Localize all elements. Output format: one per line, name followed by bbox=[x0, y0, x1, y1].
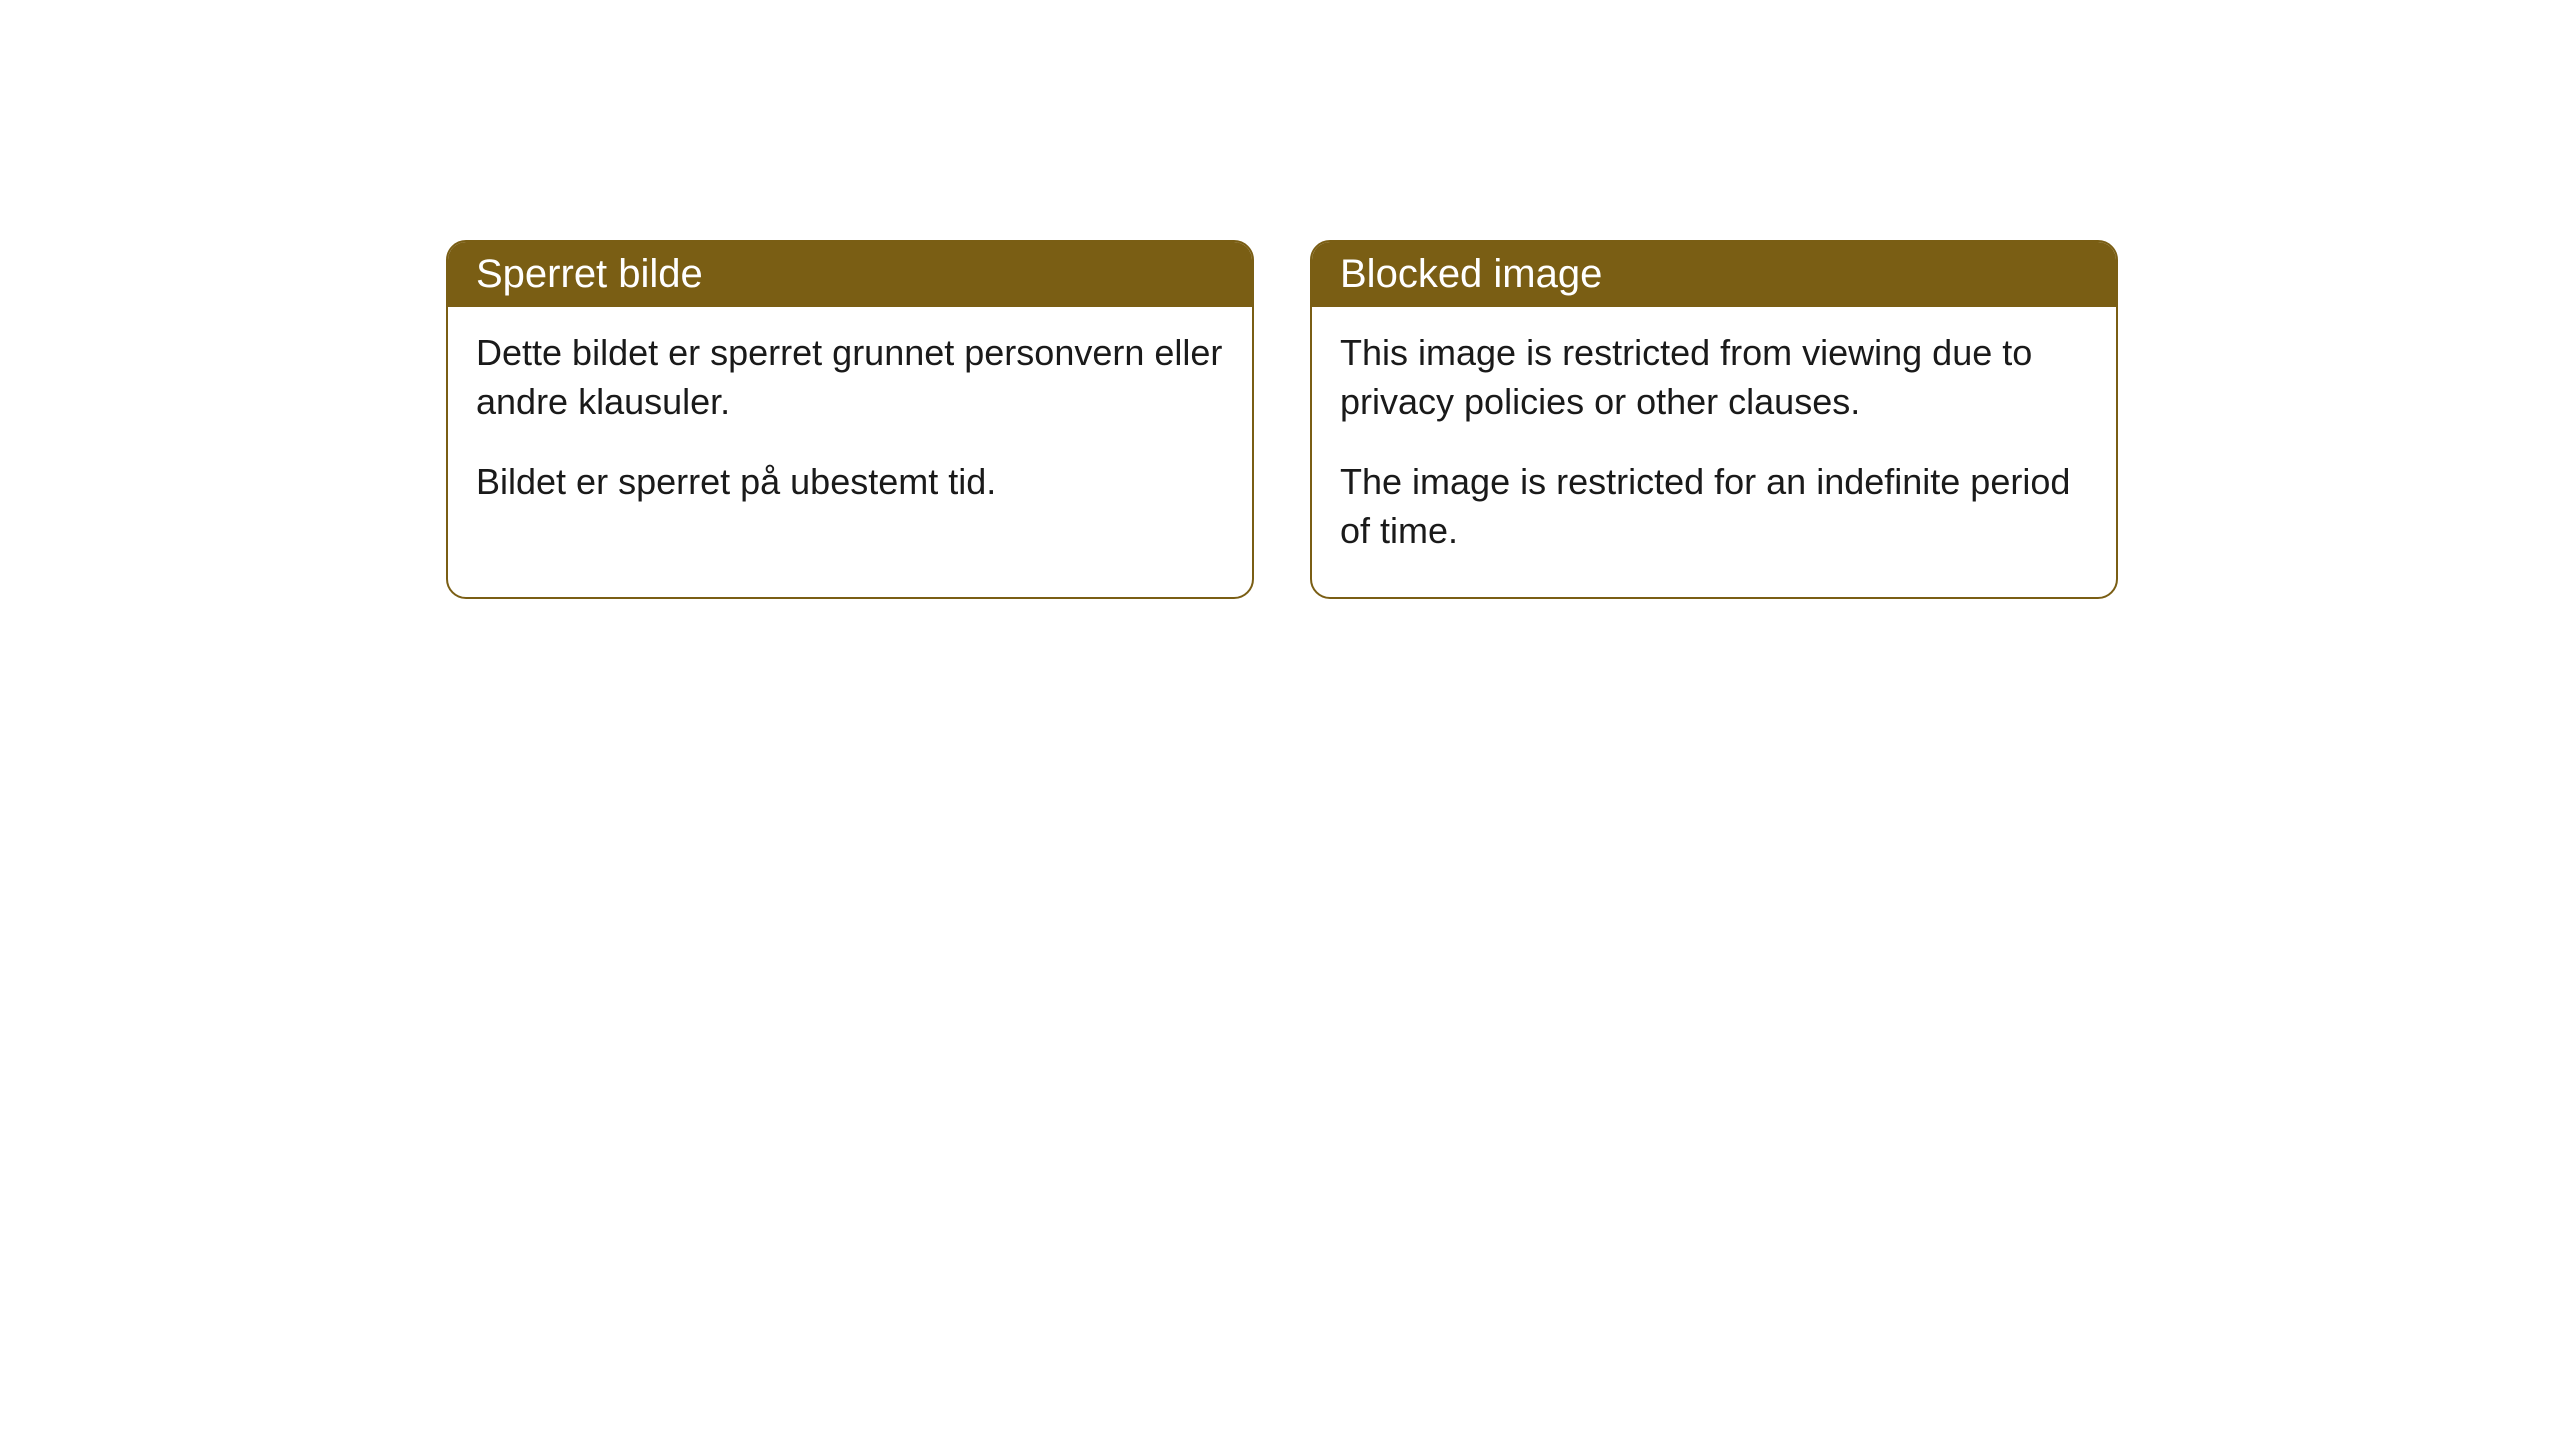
notice-cards-container: Sperret bilde Dette bildet er sperret gr… bbox=[446, 240, 2118, 599]
notice-text-1: Dette bildet er sperret grunnet personve… bbox=[476, 329, 1224, 426]
notice-text-2: Bildet er sperret på ubestemt tid. bbox=[476, 458, 1224, 507]
notice-card-norwegian: Sperret bilde Dette bildet er sperret gr… bbox=[446, 240, 1254, 599]
card-body-norwegian: Dette bildet er sperret grunnet personve… bbox=[448, 307, 1252, 549]
card-body-english: This image is restricted from viewing du… bbox=[1312, 307, 2116, 597]
card-header-norwegian: Sperret bilde bbox=[448, 242, 1252, 307]
notice-text-2: The image is restricted for an indefinit… bbox=[1340, 458, 2088, 555]
notice-card-english: Blocked image This image is restricted f… bbox=[1310, 240, 2118, 599]
card-header-english: Blocked image bbox=[1312, 242, 2116, 307]
notice-text-1: This image is restricted from viewing du… bbox=[1340, 329, 2088, 426]
card-title: Sperret bilde bbox=[476, 252, 703, 296]
card-title: Blocked image bbox=[1340, 252, 1602, 296]
